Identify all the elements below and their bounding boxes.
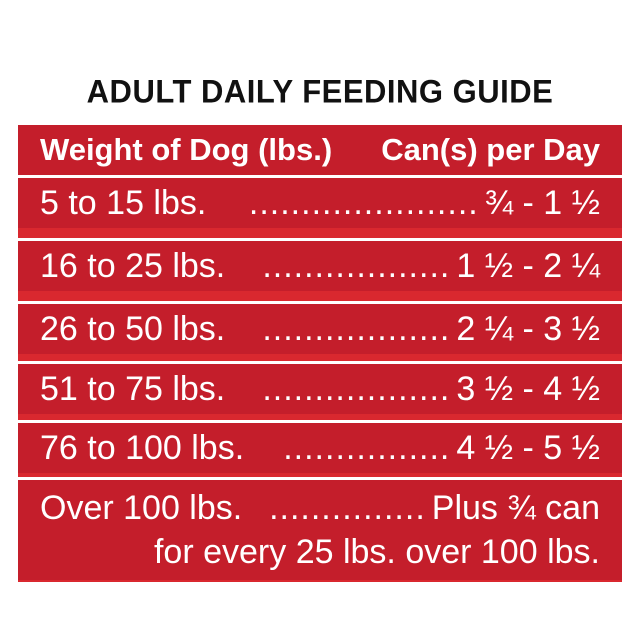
over-100-note: for every 25 lbs. over 100 lbs. — [153, 533, 600, 571]
dot-leader: .................. — [262, 309, 451, 348]
page-title: ADULT DAILY FEEDING GUIDE — [86, 73, 554, 110]
table-row: 5 to 15 lbs. ...................... ¾ - … — [18, 175, 622, 228]
cans-cell: 3 ½ - 4 ½ — [456, 369, 600, 408]
dot-leader: .................. — [262, 246, 451, 285]
weight-cell: 26 to 50 lbs. — [40, 309, 226, 348]
cans-cell: 4 ½ - 5 ½ — [456, 428, 600, 467]
cans-cell: Plus ¾ can — [431, 488, 600, 527]
weight-cell: Over 100 lbs. — [40, 488, 243, 527]
weight-column-header: Weight of Dog (lbs.) — [40, 132, 333, 167]
weight-cell: 5 to 15 lbs. — [40, 183, 207, 222]
weight-cell: 16 to 25 lbs. — [40, 246, 226, 285]
dot-leader: ................ — [283, 428, 451, 467]
over-100-line: Over 100 lbs. ............... Plus ¾ can — [40, 486, 600, 530]
dot-leader: .................. — [262, 369, 451, 408]
cans-cell: 1 ½ - 2 ¼ — [456, 246, 600, 285]
feeding-guide-panel: ADULT DAILY FEEDING GUIDE Weight of Dog … — [18, 62, 622, 582]
table-row: 26 to 50 lbs. .................. 2 ¼ - 3… — [18, 301, 622, 354]
dot-leader: ............... — [269, 488, 426, 527]
cans-cell: ¾ - 1 ½ — [484, 183, 600, 222]
dot-leader: ...................... — [248, 183, 479, 222]
weight-cell: 51 to 75 lbs. — [40, 369, 226, 408]
table-row: 51 to 75 lbs. .................. 3 ½ - 4… — [18, 361, 622, 414]
table-row: 76 to 100 lbs. ................ 4 ½ - 5 … — [18, 420, 622, 473]
title-bar: ADULT DAILY FEEDING GUIDE — [18, 62, 622, 122]
table-row-over-100: Over 100 lbs. ............... Plus ¾ can… — [18, 477, 622, 580]
cans-cell: 2 ¼ - 3 ½ — [456, 309, 600, 348]
weight-cell: 76 to 100 lbs. — [40, 428, 245, 467]
cans-column-header: Can(s) per Day — [381, 132, 600, 167]
table-row: 16 to 25 lbs. .................. 1 ½ - 2… — [18, 238, 622, 291]
table-header-row: Weight of Dog (lbs.) Can(s) per Day — [18, 122, 622, 175]
